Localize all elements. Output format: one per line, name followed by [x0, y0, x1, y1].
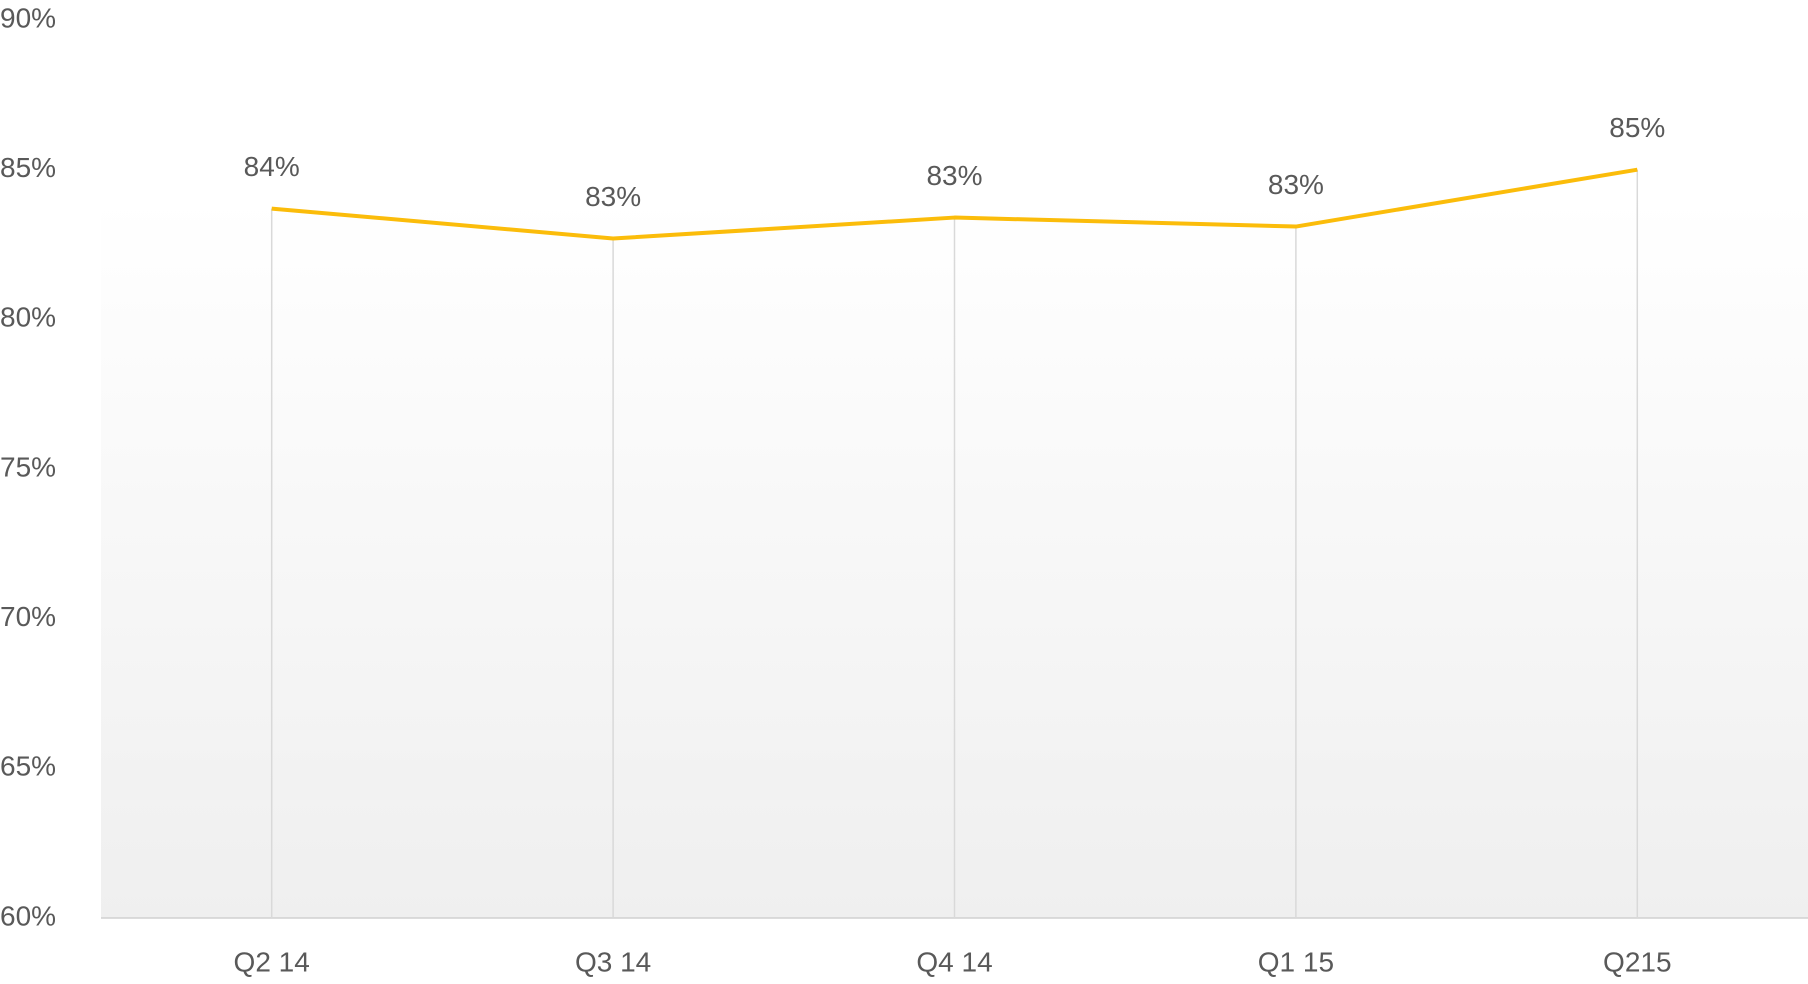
x-tick-label: Q4 14	[916, 946, 992, 977]
data-label: 83%	[585, 181, 641, 212]
y-tick-label: 75%	[0, 451, 56, 482]
data-label: 83%	[926, 160, 982, 191]
data-label: 84%	[244, 151, 300, 182]
y-tick-label: 85%	[0, 152, 56, 183]
data-label: 85%	[1609, 112, 1665, 143]
x-tick-label: Q1 15	[1258, 946, 1334, 977]
x-tick-label: Q2 14	[234, 946, 310, 977]
x-tick-label: Q215	[1603, 946, 1672, 977]
y-tick-label: 65%	[0, 751, 56, 782]
y-tick-label: 70%	[0, 601, 56, 632]
y-tick-label: 60%	[0, 900, 56, 931]
series-line	[271, 167, 1638, 241]
x-tick-label: Q3 14	[575, 946, 651, 977]
data-label: 83%	[1268, 169, 1324, 200]
y-tick-label: 80%	[0, 302, 56, 333]
y-tick-label: 90%	[0, 2, 56, 33]
